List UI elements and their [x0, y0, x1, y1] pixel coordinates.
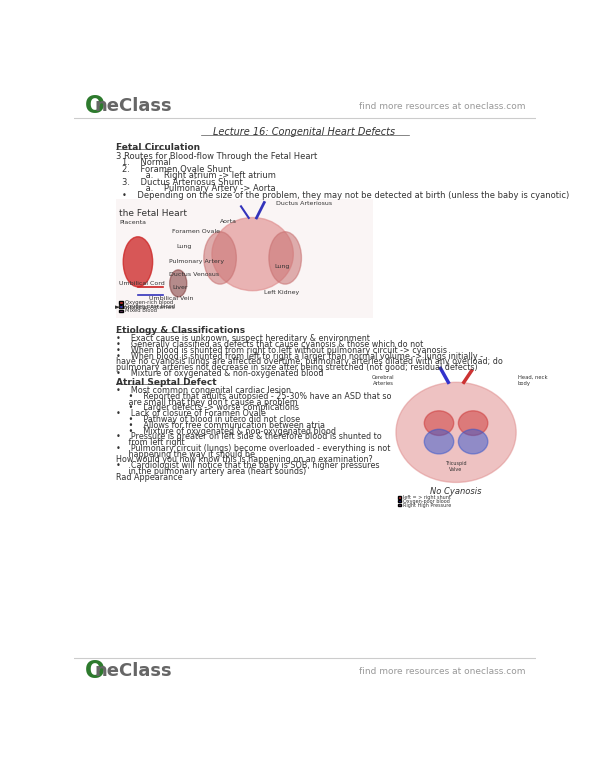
Ellipse shape: [458, 429, 488, 454]
Ellipse shape: [212, 217, 293, 290]
Text: neClass: neClass: [95, 662, 172, 681]
Text: Lung: Lung: [274, 264, 290, 269]
FancyBboxPatch shape: [116, 199, 372, 318]
Text: •    Pulmonary circuit (lungs) become overloaded - everything is not: • Pulmonary circuit (lungs) become overl…: [116, 444, 390, 453]
Text: from left right: from left right: [116, 438, 185, 447]
Text: Mixed Blood: Mixed Blood: [125, 308, 156, 313]
Text: the Fetal Heart: the Fetal Heart: [120, 209, 187, 219]
Text: Foramen Ovale: Foramen Ovale: [172, 229, 220, 233]
Ellipse shape: [424, 429, 454, 454]
FancyBboxPatch shape: [120, 310, 123, 312]
Text: •    When blood is shunted from left to right a larger than normal volume -> lun: • When blood is shunted from left to rig…: [116, 351, 483, 360]
Text: •    Mixture of oxygenated & non-oxygenated blood: • Mixture of oxygenated & non-oxygenated…: [116, 369, 324, 378]
Text: •    Mixture of oxygenated & non-oxygenated blood: • Mixture of oxygenated & non-oxygenated…: [116, 427, 336, 436]
Text: •    Generally classified as defects that cause cyanosis & those which do not: • Generally classified as defects that c…: [116, 340, 424, 349]
Text: Umbilical Arteries: Umbilical Arteries: [120, 305, 175, 310]
Text: left = > right shunt: left = > right shunt: [403, 495, 451, 500]
Text: How would you now know this is happening on an examination?: How would you now know this is happening…: [116, 455, 373, 464]
Ellipse shape: [424, 410, 454, 435]
Ellipse shape: [123, 236, 153, 286]
Text: Ductus Arteriosus: Ductus Arteriosus: [276, 201, 332, 206]
Text: O: O: [85, 94, 105, 119]
Text: in the pulmonary artery area (heart sounds): in the pulmonary artery area (heart soun…: [116, 467, 306, 476]
Text: find more resources at oneclass.com: find more resources at oneclass.com: [359, 667, 525, 676]
Text: Pulmonary Artery: Pulmonary Artery: [169, 259, 224, 264]
Text: •    Pressure is greater on left side & therefore blood is shunted to: • Pressure is greater on left side & the…: [116, 432, 382, 441]
FancyBboxPatch shape: [120, 305, 123, 308]
Text: a.    Right atrium -> left atrium: a. Right atrium -> left atrium: [123, 171, 276, 180]
Text: Head, neck
body: Head, neck body: [518, 375, 547, 386]
Text: Ductus Venosus: Ductus Venosus: [169, 272, 219, 276]
FancyBboxPatch shape: [120, 301, 123, 303]
FancyBboxPatch shape: [397, 500, 402, 502]
Text: Atrial Septal Defect: Atrial Septal Defect: [116, 377, 217, 387]
Text: neClass: neClass: [95, 97, 172, 115]
Text: have no cyanosis lungs are affected overtime; pulmonary arteries dilated with an: have no cyanosis lungs are affected over…: [116, 357, 503, 367]
FancyBboxPatch shape: [397, 504, 402, 507]
Text: are small that they don't cause a problem: are small that they don't cause a proble…: [116, 397, 298, 407]
Text: Placenta: Placenta: [120, 220, 146, 225]
Ellipse shape: [170, 270, 187, 296]
Text: •    Lack of closure of Foramen Ovale: • Lack of closure of Foramen Ovale: [116, 409, 266, 418]
Text: •    Reported that adults autopsied - 25-30% have an ASD that so: • Reported that adults autopsied - 25-30…: [116, 392, 392, 401]
Text: happening the way it should be: happening the way it should be: [116, 450, 255, 459]
Ellipse shape: [269, 232, 302, 284]
Text: Liver: Liver: [172, 285, 187, 290]
Text: Rad Appearance: Rad Appearance: [116, 473, 183, 482]
Text: Lecture 16: Congenital Heart Defects: Lecture 16: Congenital Heart Defects: [214, 128, 396, 137]
Text: O: O: [85, 659, 105, 684]
Text: Oxygen-poor blood: Oxygen-poor blood: [403, 499, 450, 504]
Text: Umbilical Cord: Umbilical Cord: [120, 281, 165, 286]
Ellipse shape: [396, 382, 516, 482]
Text: Aorta: Aorta: [220, 219, 237, 224]
Text: Etiology & Classifications: Etiology & Classifications: [116, 326, 245, 335]
Text: Fetal Circulation: Fetal Circulation: [116, 143, 201, 152]
Text: Lung: Lung: [177, 244, 192, 249]
Text: •    Most common congenital cardiac lesion: • Most common congenital cardiac lesion: [116, 386, 291, 395]
Text: •    Depending on the size of the problem, they may not be detected at birth (un: • Depending on the size of the problem, …: [123, 191, 569, 200]
Text: Oxygen-poor blood: Oxygen-poor blood: [125, 304, 175, 309]
Text: Oxygen-rich blood: Oxygen-rich blood: [125, 300, 173, 305]
Text: pulmonary arteries not decrease in size after being stretched (not good; residua: pulmonary arteries not decrease in size …: [116, 363, 478, 372]
Text: Cerebral
Arteries: Cerebral Arteries: [372, 375, 394, 386]
Ellipse shape: [458, 410, 488, 435]
Ellipse shape: [204, 232, 236, 284]
Text: •    When blood is shunted from right to left without pulmonary circuit -> cyano: • When blood is shunted from right to le…: [116, 346, 447, 355]
Text: 1.    Normal: 1. Normal: [123, 158, 171, 167]
Text: 3.    Ductus Arteriosus Shunt: 3. Ductus Arteriosus Shunt: [123, 178, 243, 187]
FancyBboxPatch shape: [397, 496, 402, 499]
Text: 2.    Foramen Ovale Shunt: 2. Foramen Ovale Shunt: [123, 165, 232, 174]
Text: find more resources at oneclass.com: find more resources at oneclass.com: [359, 102, 525, 111]
Text: Tricuspid
Valve: Tricuspid Valve: [445, 461, 467, 472]
Text: •    Pathway of blood in utero did not close: • Pathway of blood in utero did not clos…: [116, 415, 300, 424]
Text: a.    Pulmonary Artery -> Aorta: a. Pulmonary Artery -> Aorta: [123, 184, 276, 193]
Text: Right High Pressure: Right High Pressure: [403, 503, 451, 507]
Text: Umbilical Vein: Umbilical Vein: [149, 296, 193, 301]
Text: No Cyanosis: No Cyanosis: [430, 487, 482, 496]
Text: •    Allows for free communication between atria: • Allows for free communication between …: [116, 420, 325, 430]
Text: •    Cardiologist will notice that the baby is SOB, higher pressures: • Cardiologist will notice that the baby…: [116, 461, 380, 470]
Text: •    Larger defects -> worse complications: • Larger defects -> worse complications: [116, 403, 299, 413]
Text: ►: ►: [115, 304, 120, 310]
Text: •    Exact cause is unknown, suspect hereditary & environment: • Exact cause is unknown, suspect heredi…: [116, 334, 370, 343]
Text: Left Kidney: Left Kidney: [264, 290, 299, 295]
Text: 3 Routes for Blood-flow Through the Fetal Heart: 3 Routes for Blood-flow Through the Feta…: [116, 152, 318, 161]
